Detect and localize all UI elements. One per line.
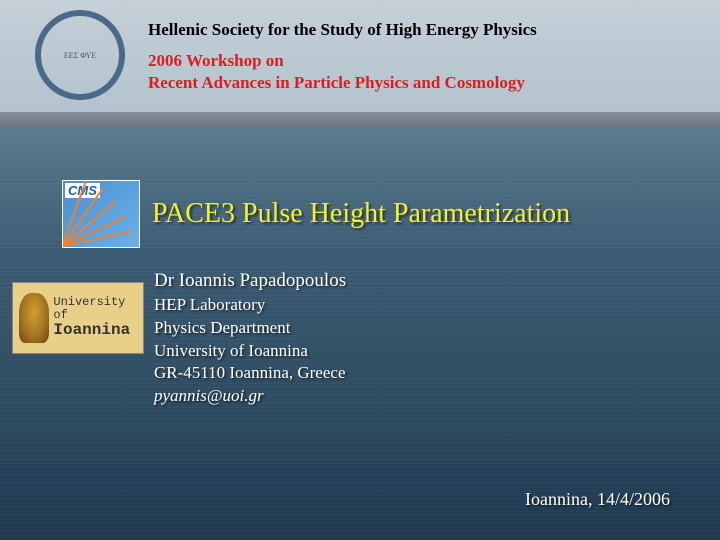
workshop-line1: 2006 Workshop on (148, 51, 284, 70)
university-logo: University of Ioannina (12, 282, 144, 354)
author-dept: Physics Department (154, 317, 346, 340)
presentation-title: PACE3 Pulse Height Parametrization (152, 198, 570, 230)
author-lab: HEP Laboratory (154, 294, 346, 317)
society-seal-logo: ΕΕΣ ΦΥΕ (35, 10, 125, 100)
cms-rays-icon (63, 197, 133, 247)
author-email: pyannis@uoi.gr (154, 385, 346, 408)
workshop-title: 2006 Workshop on Recent Advances in Part… (148, 50, 690, 94)
uni-line1: University of (53, 295, 125, 322)
society-name: Hellenic Society for the Study of High E… (148, 20, 690, 40)
author-name: Dr Ioannis Papadopoulos (154, 268, 346, 294)
university-emblem-icon (19, 293, 49, 343)
uni-line2: Ioannina (53, 322, 137, 340)
workshop-line2: Recent Advances in Particle Physics and … (148, 73, 525, 92)
header-block: Hellenic Society for the Study of High E… (148, 20, 690, 94)
horizon-land (0, 112, 720, 128)
author-address: GR-45110 Ioannina, Greece (154, 362, 346, 385)
university-text: University of Ioannina (53, 296, 137, 340)
location-date: Ioannina, 14/4/2006 (525, 489, 670, 510)
seal-abbrev: ΕΕΣ ΦΥΕ (64, 51, 96, 60)
cms-logo: CMS (62, 180, 140, 248)
author-university: University of Ioannina (154, 340, 346, 363)
author-block: Dr Ioannis Papadopoulos HEP Laboratory P… (154, 268, 346, 408)
